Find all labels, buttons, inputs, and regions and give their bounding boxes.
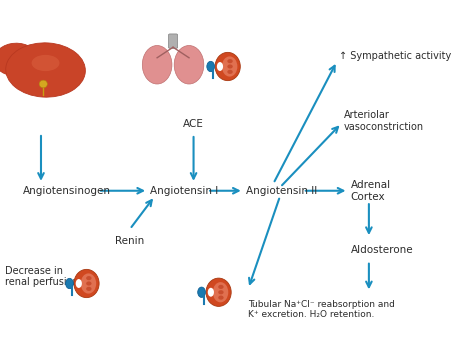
Text: Adrenal
Cortex: Adrenal Cortex bbox=[351, 180, 391, 202]
Ellipse shape bbox=[215, 52, 240, 80]
Text: Tubular Na⁺Cl⁻ reabsorption and
K⁺ excretion. H₂O retention.: Tubular Na⁺Cl⁻ reabsorption and K⁺ excre… bbox=[248, 300, 395, 320]
Text: Angiotensin II: Angiotensin II bbox=[246, 186, 317, 196]
Ellipse shape bbox=[39, 80, 47, 88]
Ellipse shape bbox=[76, 279, 82, 288]
Text: ACE: ACE bbox=[183, 119, 204, 129]
Ellipse shape bbox=[74, 270, 99, 298]
Ellipse shape bbox=[218, 285, 224, 289]
Ellipse shape bbox=[222, 56, 237, 77]
Ellipse shape bbox=[208, 288, 214, 297]
Text: Decrease in
renal perfusion: Decrease in renal perfusion bbox=[5, 266, 78, 287]
Ellipse shape bbox=[217, 62, 223, 71]
Ellipse shape bbox=[86, 276, 91, 280]
Text: Arteriolar
vasoconstriction: Arteriolar vasoconstriction bbox=[344, 110, 424, 132]
Ellipse shape bbox=[86, 287, 91, 291]
Text: ↑ Sympathetic activity: ↑ Sympathetic activity bbox=[339, 51, 452, 61]
Ellipse shape bbox=[228, 70, 233, 74]
Ellipse shape bbox=[218, 290, 224, 294]
Ellipse shape bbox=[65, 278, 73, 289]
Ellipse shape bbox=[198, 287, 205, 298]
Ellipse shape bbox=[0, 43, 38, 76]
Ellipse shape bbox=[81, 273, 96, 294]
FancyBboxPatch shape bbox=[168, 34, 178, 48]
Ellipse shape bbox=[228, 59, 233, 63]
Ellipse shape bbox=[206, 278, 231, 306]
Ellipse shape bbox=[86, 281, 91, 286]
Ellipse shape bbox=[218, 295, 224, 300]
Ellipse shape bbox=[142, 46, 172, 84]
Text: Aldosterone: Aldosterone bbox=[351, 245, 413, 255]
Text: Renin: Renin bbox=[115, 237, 145, 246]
Ellipse shape bbox=[213, 282, 228, 302]
Ellipse shape bbox=[228, 64, 233, 69]
Ellipse shape bbox=[207, 61, 215, 72]
Ellipse shape bbox=[32, 55, 60, 71]
Ellipse shape bbox=[174, 46, 204, 84]
Ellipse shape bbox=[6, 43, 85, 97]
Text: Angiotensinogen: Angiotensinogen bbox=[23, 186, 111, 196]
Text: Angiotensin I: Angiotensin I bbox=[150, 186, 219, 196]
